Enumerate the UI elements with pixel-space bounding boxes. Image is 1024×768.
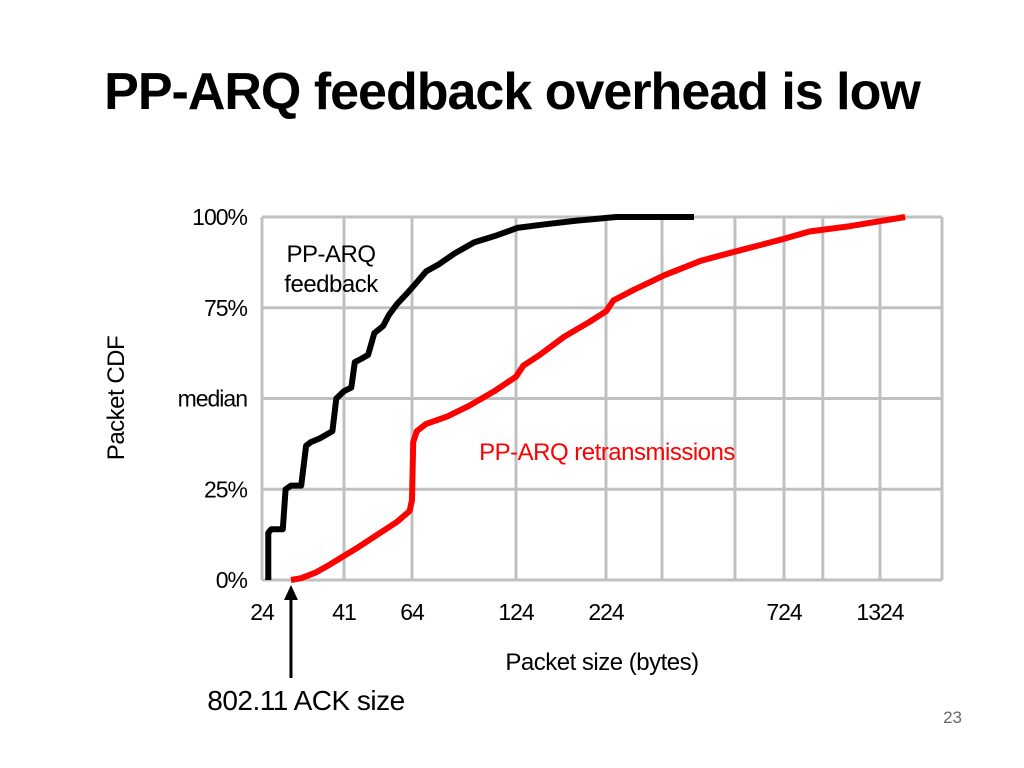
feedback-series-label: PP-ARQ feedback: [284, 241, 379, 298]
chart-labels: 0% 25% median 75% 100% 24 41 64 124 224 724 1324 Pac…: [103, 204, 906, 716]
y-tick-label: 100%: [192, 204, 247, 230]
chart-series: [265, 214, 906, 583]
retransmissions-series-label: PP-ARQ retransmissions: [479, 439, 735, 466]
x-tick-label: 64: [400, 599, 425, 625]
x-tick-label: 224: [588, 599, 625, 625]
y-tick-label: 75%: [204, 295, 248, 321]
feedback-series-label-line: PP-ARQ: [286, 241, 375, 268]
retransmissions-cdf-line: [290, 214, 906, 583]
y-tick-label: 25%: [204, 476, 248, 502]
slide-number: 23: [943, 708, 962, 727]
x-tick-label: 124: [498, 599, 535, 625]
x-axis-label: Packet size (bytes): [505, 649, 698, 676]
x-tick-label: 24: [250, 599, 275, 625]
ack-size-arrow-head: [283, 585, 298, 600]
slide-title: PP-ARQ feedback overhead is low: [104, 63, 921, 121]
y-axis-label: Packet CDF: [103, 336, 130, 460]
x-tick-label: 1324: [856, 599, 904, 625]
y-tick-label: 0%: [216, 567, 248, 593]
feedback-series-label-line: feedback: [284, 271, 379, 298]
x-tick-label: 41: [332, 599, 356, 625]
x-tick-label: 724: [766, 599, 803, 625]
ack-size-annotation: 802.11 ACK size: [207, 685, 404, 716]
y-tick-label: median: [178, 386, 248, 412]
feedback-cdf-line: [265, 214, 694, 580]
